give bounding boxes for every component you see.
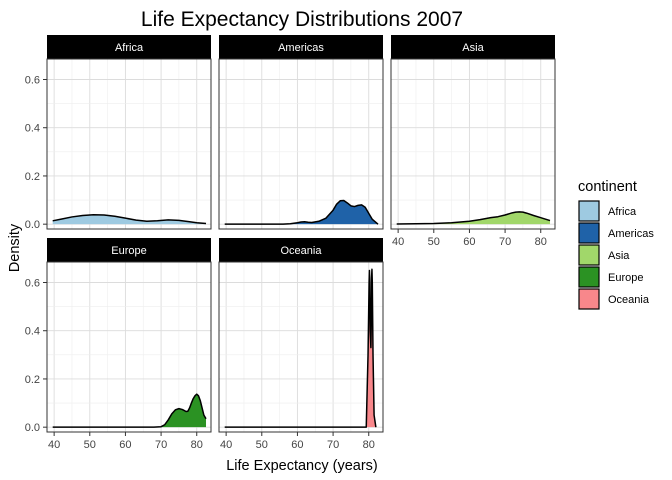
facet-strip <box>47 238 211 262</box>
panel-background <box>391 59 555 229</box>
density-line-africa <box>52 214 207 225</box>
y-tick-label: 0.4 <box>25 123 40 135</box>
legend-swatch <box>578 266 600 288</box>
x-tick-label: 60 <box>291 439 303 451</box>
x-tick-label: 60 <box>463 236 475 248</box>
facet-strip-label: Americas <box>278 42 324 54</box>
legend-title: continent <box>578 179 637 195</box>
legend-swatch <box>578 222 600 244</box>
x-tick-label: 80 <box>535 236 547 248</box>
panel-border <box>390 58 556 230</box>
facet-strip <box>219 238 383 262</box>
x-tick-label: 50 <box>84 439 96 451</box>
x-tick-label: 40 <box>220 439 232 451</box>
facet-strip <box>391 35 555 59</box>
facet-strip-label: Africa <box>115 42 144 54</box>
x-tick-label: 80 <box>191 439 203 451</box>
density-area-asia <box>396 211 551 225</box>
legend-swatch <box>578 288 600 310</box>
facet-panel-oceania: Oceania 40 50 60 70 80 <box>218 238 384 451</box>
y-axis-label: Density <box>7 223 23 272</box>
y-tick-label: 0.6 <box>25 74 40 86</box>
x-tick-label: 50 <box>428 236 440 248</box>
legend-item-africa: Africa <box>578 200 637 222</box>
legend-label: Oceania <box>608 294 650 306</box>
x-tick-label: 70 <box>327 439 339 451</box>
legend-label: Africa <box>608 206 637 218</box>
facet-strip <box>219 35 383 59</box>
x-tick-label: 40 <box>48 439 60 451</box>
facet-strip-label: Asia <box>462 42 484 54</box>
x-axis-label: Life Expectancy (years) <box>226 458 378 474</box>
facet-strip-label: Oceania <box>281 245 323 257</box>
x-tick-label: 80 <box>363 439 375 451</box>
panel-border <box>218 58 384 230</box>
panel-border <box>46 261 212 433</box>
facet-panel-americas: Americas <box>218 35 384 230</box>
panel-background <box>47 262 211 432</box>
panel-background <box>219 262 383 432</box>
chart-title: Life Expectancy Distributions 2007 <box>141 8 463 31</box>
facet-panel-europe: Europe 0.0 0.2 0.4 0.6 40 50 60 70 80 <box>25 238 212 451</box>
density-area-americas <box>224 200 379 225</box>
panel-background <box>47 59 211 229</box>
legend-swatch <box>578 200 600 222</box>
legend-label: Asia <box>608 250 630 262</box>
legend-item-europe: Europe <box>578 266 643 288</box>
density-line-oceania <box>224 268 377 428</box>
panel-border <box>218 261 384 433</box>
legend: continent Africa Americas Asia Europe Oceani… <box>578 179 654 310</box>
legend-item-americas: Americas <box>578 222 654 244</box>
y-tick-label: 0.0 <box>25 219 40 231</box>
legend-label: Europe <box>608 272 643 284</box>
y-tick-label: 0.4 <box>25 326 40 338</box>
density-line-europe <box>52 393 207 428</box>
panel-background <box>219 59 383 229</box>
legend-label: Americas <box>608 228 654 240</box>
y-tick-label: 0.2 <box>25 171 40 183</box>
x-tick-label: 50 <box>256 439 268 451</box>
legend-items: Africa Americas Asia Europe Oceania <box>578 200 654 310</box>
y-tick-label: 0.6 <box>25 277 40 289</box>
legend-item-asia: Asia <box>578 244 630 266</box>
x-tick-label: 70 <box>155 439 167 451</box>
x-tick-label: 40 <box>392 236 404 248</box>
legend-item-oceania: Oceania <box>578 288 650 310</box>
density-line-americas <box>224 199 379 225</box>
x-tick-label: 60 <box>119 439 131 451</box>
facet-panel-asia: Asia 40 50 60 70 80 <box>390 35 556 248</box>
panel-border <box>46 58 212 230</box>
density-line-asia <box>396 211 551 225</box>
facet-strip-label: Europe <box>111 245 146 257</box>
facet-strip <box>47 35 211 59</box>
x-tick-label: 70 <box>499 236 511 248</box>
y-tick-label: 0.0 <box>25 422 40 434</box>
facet-panels: Africa 0.0 0.2 0.4 0.6 Americas Asia 40 50 60 70 80… <box>25 35 556 451</box>
legend-swatch <box>578 244 600 266</box>
facet-panel-africa: Africa 0.0 0.2 0.4 0.6 <box>25 35 212 231</box>
y-tick-label: 0.2 <box>25 374 40 386</box>
